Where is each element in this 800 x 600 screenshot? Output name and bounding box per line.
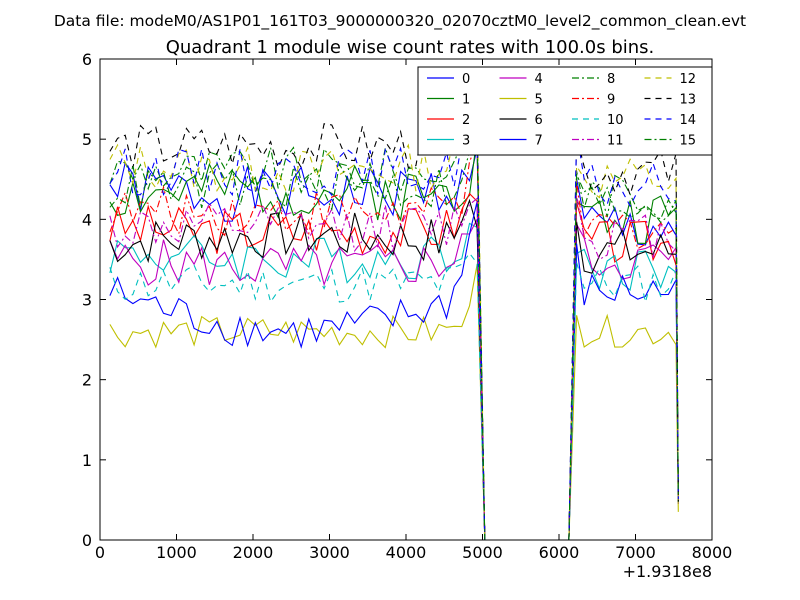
- x-offset-label: +1.9318e8: [623, 562, 712, 581]
- legend-label-9: 9: [607, 93, 615, 108]
- x-tick-label: 3000: [309, 543, 350, 562]
- y-tick-label: 1: [82, 451, 92, 470]
- legend-label-1: 1: [462, 93, 470, 108]
- x-tick-label: 7000: [615, 543, 656, 562]
- legend-label-12: 12: [680, 72, 697, 87]
- legend-label-13: 13: [680, 93, 697, 108]
- series-line-8: [109, 127, 679, 541]
- series-line-3: [109, 222, 679, 541]
- series-line-1: [109, 136, 679, 541]
- y-tick-label: 3: [82, 291, 92, 310]
- legend-label-2: 2: [462, 113, 470, 128]
- x-tick-label: 4000: [386, 543, 427, 562]
- x-tick-label: 6000: [539, 543, 580, 562]
- series-line-10: [109, 252, 679, 541]
- series-line-13: [109, 83, 679, 541]
- x-tick-label: 5000: [462, 543, 503, 562]
- series-line-12: [109, 103, 679, 541]
- x-tick-label: 8000: [692, 543, 733, 562]
- legend-label-0: 0: [462, 72, 470, 87]
- series-line-2: [109, 192, 679, 541]
- y-tick-label: 6: [82, 50, 92, 69]
- series-line-7: [109, 201, 679, 541]
- y-tick-label: 0: [82, 531, 92, 550]
- y-tick-label: 5: [82, 130, 92, 149]
- legend-label-8: 8: [607, 72, 615, 87]
- legend-label-10: 10: [607, 113, 624, 128]
- legend-label-7: 7: [535, 134, 543, 149]
- legend-label-6: 6: [535, 113, 543, 128]
- legend-label-3: 3: [462, 134, 470, 149]
- chart-title: Quadrant 1 module wise count rates with …: [166, 37, 655, 58]
- legend-label-4: 4: [535, 72, 543, 87]
- series-line-6: [109, 198, 679, 541]
- legend-label-11: 11: [607, 134, 624, 149]
- series-line-11: [109, 195, 679, 541]
- x-tick-label: 1000: [156, 543, 197, 562]
- legend-label-14: 14: [680, 113, 697, 128]
- y-tick-label: 4: [82, 210, 92, 229]
- y-tick-label: 2: [82, 371, 92, 390]
- series-line-14: [109, 120, 679, 541]
- data-file-header: Data file: modeM0/AS1P01_161T03_90000003…: [54, 12, 746, 31]
- legend-label-15: 15: [680, 134, 697, 149]
- series-line-5: [109, 264, 679, 541]
- series-lines: [109, 83, 679, 541]
- legend-box: [417, 66, 713, 156]
- x-tick-label: 2000: [233, 543, 274, 562]
- series-line-15: [109, 142, 679, 541]
- legend-label-5: 5: [535, 93, 543, 108]
- x-tick-label: 0: [95, 543, 105, 562]
- series-line-4: [109, 219, 679, 541]
- series-line-9: [109, 143, 679, 541]
